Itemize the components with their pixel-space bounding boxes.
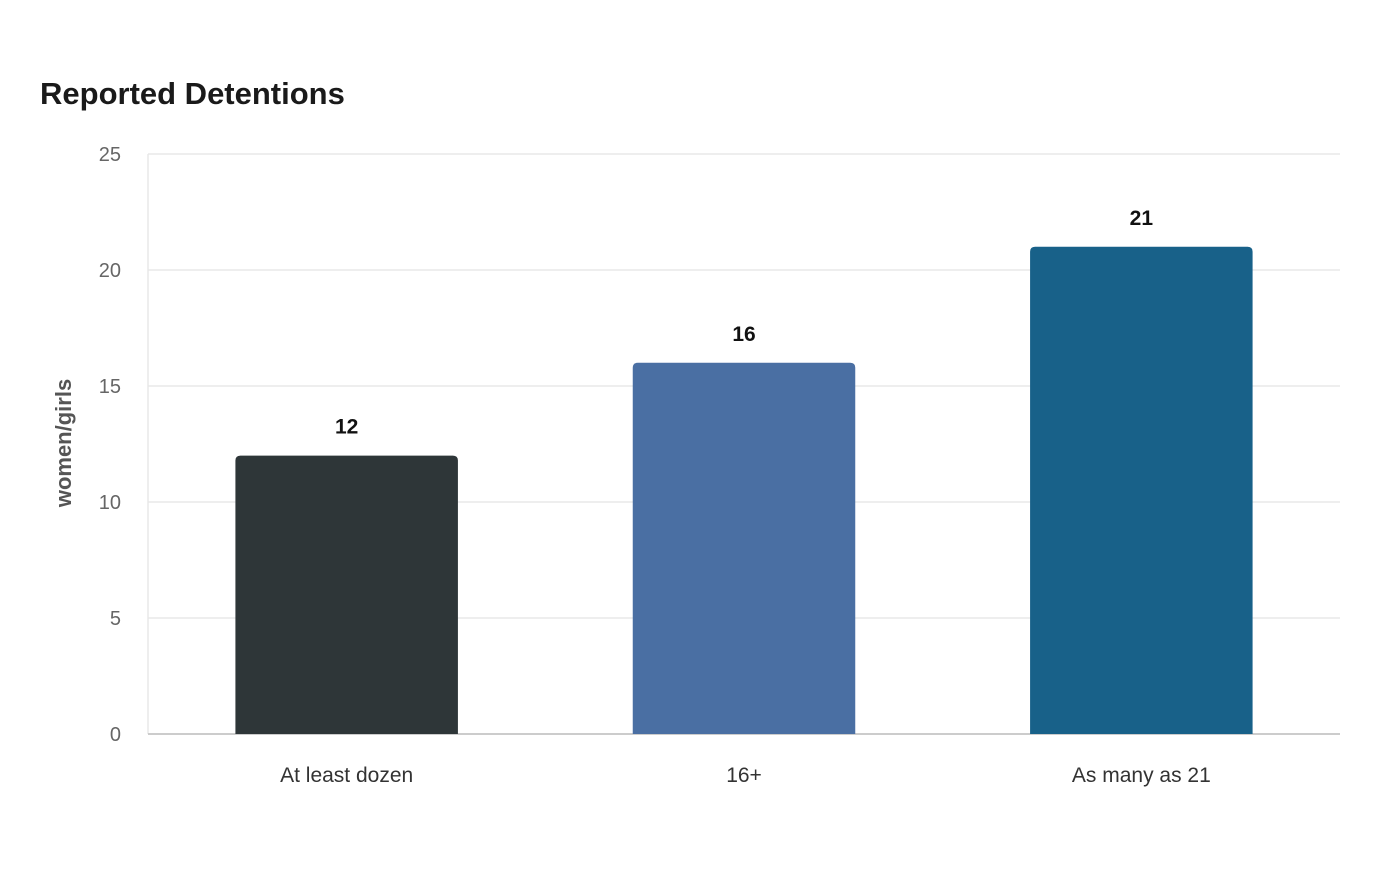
- y-tick-label: 15: [99, 376, 121, 398]
- y-tick-label: 10: [99, 492, 121, 514]
- y-tick-label: 0: [110, 724, 121, 746]
- bar-value-label: 16: [732, 323, 755, 346]
- y-tick-labels: 0 5 10 15 20 25: [99, 144, 121, 746]
- y-tick-label: 5: [110, 608, 121, 630]
- bar: [235, 455, 458, 734]
- x-tick-label: As many as 21: [1072, 764, 1211, 787]
- value-labels: 12 16 21: [335, 207, 1153, 439]
- bar: [1030, 246, 1253, 735]
- bar-value-label: 21: [1130, 207, 1154, 230]
- bar: [632, 362, 856, 734]
- y-tick-label: 20: [99, 260, 121, 282]
- x-tick-labels: At least dozen 16+ As many as 21: [280, 764, 1211, 787]
- bars: [235, 246, 1253, 735]
- x-tick-label: At least dozen: [280, 764, 413, 787]
- bar-value-label: 12: [335, 416, 358, 439]
- chart-title: Reported Detentions: [40, 76, 345, 111]
- y-axis-title: women/girls: [51, 379, 76, 508]
- x-tick-label: 16+: [726, 764, 762, 787]
- y-tick-label: 25: [99, 144, 121, 166]
